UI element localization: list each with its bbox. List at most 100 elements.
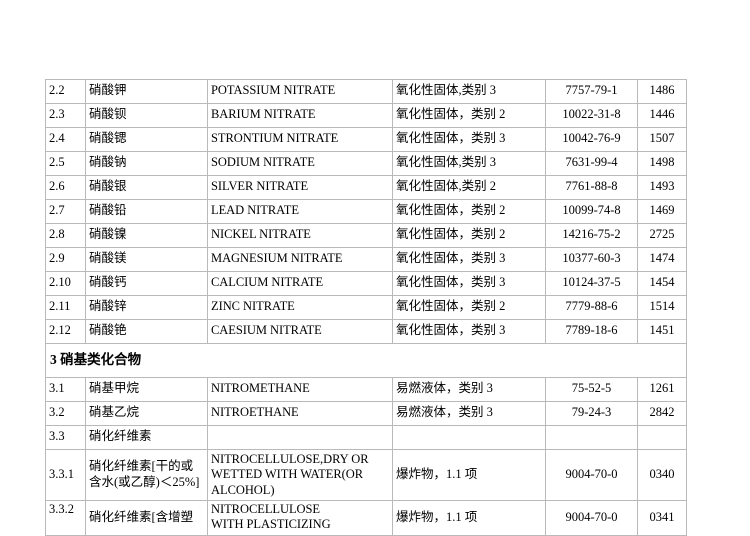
cell-english-name: SILVER NITRATE (207, 175, 393, 200)
cell-english-name: ZINC NITRATE (207, 295, 393, 320)
cell-serial-number: 2.5 (45, 151, 86, 176)
cell-un-number: 0340 (637, 449, 687, 501)
cell-hazard-classification: 氧化性固体，类别 3 (392, 127, 546, 152)
cell-serial-number: 3.3.2 (45, 500, 86, 536)
cell-serial-number: 2.2 (45, 79, 86, 104)
cell-hazard-classification: 氧化性固体,类别 3 (392, 151, 546, 176)
cell-cas-number: 10042-76-9 (545, 127, 638, 152)
cell-english-name: BARIUM NITRATE (207, 103, 393, 128)
cell-serial-number: 3.2 (45, 401, 86, 426)
table-row: 2.6 硝酸银 SILVER NITRATE 氧化性固体,类别 2 7761-88-8 1… (45, 175, 687, 200)
cell-un-number: 1493 (637, 175, 687, 200)
cell-serial-number: 2.7 (45, 199, 86, 224)
cell-chinese-name: 硝酸钙 (85, 271, 208, 296)
cell-hazard-classification: 爆炸物，1.1 项 (392, 449, 546, 501)
cell-serial-number: 2.4 (45, 127, 86, 152)
table-row: 2.11 硝酸锌 ZINC NITRATE 氧化性固体，类别 2 7779-88-6 15… (45, 295, 687, 320)
cell-serial-number: 2.12 (45, 319, 86, 344)
cell-hazard-classification: 爆炸物，1.1 项 (392, 500, 546, 536)
cell-un-number: 1454 (637, 271, 687, 296)
cell-chinese-name: 硝酸钠 (85, 151, 208, 176)
cell-english-name: STRONTIUM NITRATE (207, 127, 393, 152)
table-row: 3.3 硝化纤维素 (45, 425, 687, 450)
table-row: 3.1 硝基甲烷 NITROMETHANE 易燃液体，类别 3 75-52-5 1261 (45, 377, 687, 402)
cell-cas-number: 10124-37-5 (545, 271, 638, 296)
table-row: 3.3.1 硝化纤维素[干的或 含水(或乙醇)＜25%] NITROCELLULOS… (45, 449, 687, 501)
cell-serial-number: 2.10 (45, 271, 86, 296)
cell-un-number (637, 425, 687, 450)
hazard-table-container: 2.2 硝酸钾 POTASSIUM NITRATE 氧化性固体,类别 3 7757-79… (45, 79, 687, 536)
table-row: 3.3.2 硝化纤维素[含增塑 NITROCELLULOSE WITH PLASTI… (45, 500, 687, 536)
cell-un-number: 1514 (637, 295, 687, 320)
table-row: 2.9 硝酸镁 MAGNESIUM NITRATE 氧化性固体，类别 3 10377-6… (45, 247, 687, 272)
cell-cas-number (545, 425, 638, 450)
table-row: 2.5 硝酸钠 SODIUM NITRATE 氧化性固体,类别 3 7631-99-4 1… (45, 151, 687, 176)
cell-un-number: 1446 (637, 103, 687, 128)
table-row: 2.12 硝酸铯 CAESIUM NITRATE 氧化性固体，类别 3 7789-18-… (45, 319, 687, 344)
cell-hazard-classification: 氧化性固体，类别 2 (392, 223, 546, 248)
cell-hazard-classification: 氧化性固体，类别 2 (392, 199, 546, 224)
table-body: 2.2 硝酸钾 POTASSIUM NITRATE 氧化性固体,类别 3 7757-79… (45, 79, 687, 536)
cell-chinese-name: 硝酸钾 (85, 79, 208, 104)
cell-chinese-name: 硝酸镍 (85, 223, 208, 248)
cell-hazard-classification: 氧化性固体,类别 3 (392, 79, 546, 104)
cell-cas-number: 10099-74-8 (545, 199, 638, 224)
cell-chinese-name: 硝基乙烷 (85, 401, 208, 426)
cell-english-name: NITROETHANE (207, 401, 393, 426)
cell-serial-number: 3.3.1 (45, 449, 86, 501)
cell-cas-number: 9004-70-0 (545, 500, 638, 536)
cell-cas-number: 7779-88-6 (545, 295, 638, 320)
cell-chinese-name: 硝化纤维素 (85, 425, 208, 450)
cell-un-number: 1498 (637, 151, 687, 176)
cell-english-name: CAESIUM NITRATE (207, 319, 393, 344)
table-row: 2.2 硝酸钾 POTASSIUM NITRATE 氧化性固体,类别 3 7757-79… (45, 79, 687, 104)
cell-un-number: 2725 (637, 223, 687, 248)
table-row: 2.7 硝酸铅 LEAD NITRATE 氧化性固体，类别 2 10099-74-8 14… (45, 199, 687, 224)
cell-chinese-name: 硝基甲烷 (85, 377, 208, 402)
cell-chinese-name: 硝酸镁 (85, 247, 208, 272)
cell-english-name: CALCIUM NITRATE (207, 271, 393, 296)
cell-un-number: 1469 (637, 199, 687, 224)
cell-hazard-classification (392, 425, 546, 450)
section-header-label: 3 硝基类化合物 (45, 343, 687, 378)
cell-cas-number: 9004-70-0 (545, 449, 638, 501)
cell-hazard-classification: 易燃液体，类别 3 (392, 401, 546, 426)
cell-serial-number: 2.6 (45, 175, 86, 200)
cell-chinese-name: 硝化纤维素[干的或 含水(或乙醇)＜25%] (85, 449, 208, 501)
cell-hazard-classification: 氧化性固体,类别 2 (392, 175, 546, 200)
table-row: 2.3 硝酸钡 BARIUM NITRATE 氧化性固体，类别 2 10022-31-8… (45, 103, 687, 128)
cell-serial-number: 3.3 (45, 425, 86, 450)
cell-english-name: NITROCELLULOSE WITH PLASTICIZING (207, 500, 393, 536)
cell-english-name: MAGNESIUM NITRATE (207, 247, 393, 272)
cell-serial-number: 3.1 (45, 377, 86, 402)
cell-un-number: 1261 (637, 377, 687, 402)
cell-english-name: NITROMETHANE (207, 377, 393, 402)
cell-hazard-classification: 氧化性固体，类别 2 (392, 295, 546, 320)
cell-cas-number: 7631-99-4 (545, 151, 638, 176)
cell-cas-number: 75-52-5 (545, 377, 638, 402)
cell-cas-number: 79-24-3 (545, 401, 638, 426)
cell-english-name (207, 425, 393, 450)
table-row: 2.8 硝酸镍 NICKEL NITRATE 氧化性固体，类别 2 14216-75-2… (45, 223, 687, 248)
cell-chinese-name: 硝化纤维素[含增塑 (85, 500, 208, 536)
cell-chinese-name: 硝酸铅 (85, 199, 208, 224)
table-section-header-row: 3 硝基类化合物 (45, 343, 687, 378)
table-row: 2.4 硝酸锶 STRONTIUM NITRATE 氧化性固体，类别 3 10042-7… (45, 127, 687, 152)
cell-english-name: NITROCELLULOSE,DRY OR WETTED WITH WATER(… (207, 449, 393, 501)
cell-cas-number: 7761-88-8 (545, 175, 638, 200)
cell-english-name: SODIUM NITRATE (207, 151, 393, 176)
cell-hazard-classification: 氧化性固体，类别 3 (392, 271, 546, 296)
cell-serial-number: 2.9 (45, 247, 86, 272)
cell-chinese-name: 硝酸铯 (85, 319, 208, 344)
cell-chinese-name: 硝酸钡 (85, 103, 208, 128)
cell-chinese-name: 硝酸锌 (85, 295, 208, 320)
table-row: 2.10 硝酸钙 CALCIUM NITRATE 氧化性固体，类别 3 10124-37… (45, 271, 687, 296)
cell-chinese-name: 硝酸锶 (85, 127, 208, 152)
cell-english-name: POTASSIUM NITRATE (207, 79, 393, 104)
cell-cas-number: 10377-60-3 (545, 247, 638, 272)
cell-un-number: 1474 (637, 247, 687, 272)
cell-hazard-classification: 氧化性固体，类别 2 (392, 103, 546, 128)
cell-chinese-name: 硝酸银 (85, 175, 208, 200)
table-row: 3.2 硝基乙烷 NITROETHANE 易燃液体，类别 3 79-24-3 2842 (45, 401, 687, 426)
